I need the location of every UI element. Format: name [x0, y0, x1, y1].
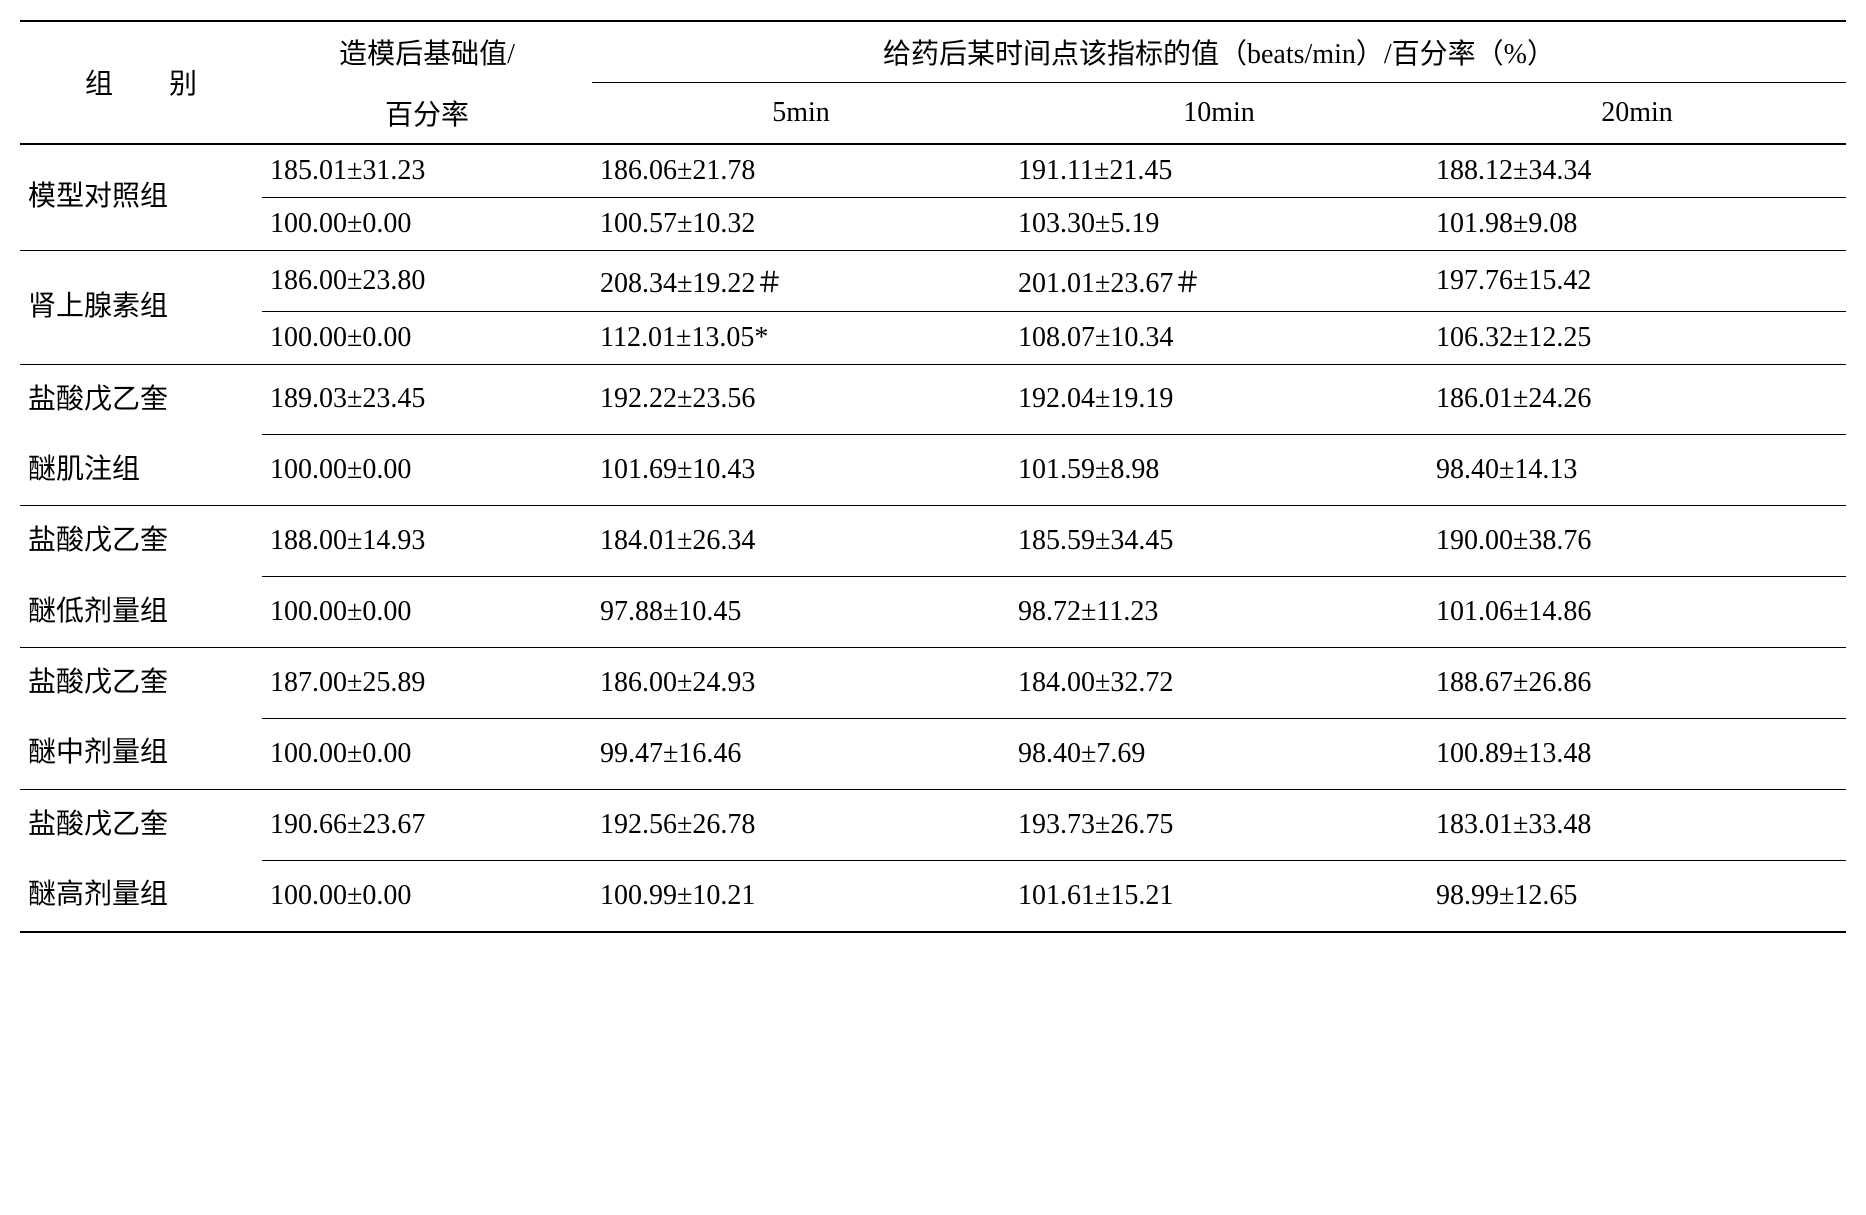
cell: 101.06±14.86: [1428, 577, 1846, 648]
group-label-line1: 盐酸戊乙奎: [20, 506, 262, 577]
cell: 190.00±38.76: [1428, 506, 1846, 577]
header-baseline-line1: 造模后基础值/: [262, 21, 592, 83]
cell: 192.22±23.56: [592, 364, 1010, 435]
cell: 185.01±31.23: [262, 144, 592, 198]
cell: 192.56±26.78: [592, 789, 1010, 860]
cell: 98.72±11.23: [1010, 577, 1428, 648]
group-label-line2: 醚高剂量组: [20, 860, 262, 931]
cell: 183.01±33.48: [1428, 789, 1846, 860]
cell: 98.99±12.65: [1428, 860, 1846, 931]
group-label-line2: 醚低剂量组: [20, 577, 262, 648]
header-5min: 5min: [592, 83, 1010, 144]
cell: 185.59±34.45: [1010, 506, 1428, 577]
group-label-line1: 盐酸戊乙奎: [20, 648, 262, 719]
cell: 100.00±0.00: [262, 197, 592, 250]
cell: 188.00±14.93: [262, 506, 592, 577]
group-label-line2: 醚肌注组: [20, 435, 262, 506]
cell: 103.30±5.19: [1010, 197, 1428, 250]
cell: 101.98±9.08: [1428, 197, 1846, 250]
cell: 97.88±10.45: [592, 577, 1010, 648]
cell: 100.00±0.00: [262, 311, 592, 364]
cell: 100.00±0.00: [262, 577, 592, 648]
cell: 188.12±34.34: [1428, 144, 1846, 198]
cell: 187.00±25.89: [262, 648, 592, 719]
cell: 184.01±26.34: [592, 506, 1010, 577]
group-label-line1: 盐酸戊乙奎: [20, 789, 262, 860]
cell: 100.00±0.00: [262, 435, 592, 506]
cell: 99.47±16.46: [592, 718, 1010, 789]
cell: 186.00±24.93: [592, 648, 1010, 719]
cell: 197.76±15.42: [1428, 250, 1846, 311]
cell: 192.04±19.19: [1010, 364, 1428, 435]
cell: 106.32±12.25: [1428, 311, 1846, 364]
cell: 101.61±15.21: [1010, 860, 1428, 931]
header-timepoints: 给药后某时间点该指标的值（beats/min）/百分率（%）: [592, 21, 1846, 83]
header-20min: 20min: [1428, 83, 1846, 144]
cell: 189.03±23.45: [262, 364, 592, 435]
cell: 100.99±10.21: [592, 860, 1010, 931]
cell: 108.07±10.34: [1010, 311, 1428, 364]
cell: 188.67±26.86: [1428, 648, 1846, 719]
cell: 201.01±23.67＃: [1010, 250, 1428, 311]
group-label: 肾上腺素组: [20, 250, 262, 364]
header-10min: 10min: [1010, 83, 1428, 144]
group-label: 模型对照组: [20, 144, 262, 251]
cell: 98.40±14.13: [1428, 435, 1846, 506]
group-label-line2: 醚中剂量组: [20, 718, 262, 789]
header-baseline-line2: 百分率: [262, 83, 592, 144]
cell: 100.89±13.48: [1428, 718, 1846, 789]
cell: 208.34±19.22＃: [592, 250, 1010, 311]
cell: 101.69±10.43: [592, 435, 1010, 506]
cell: 186.00±23.80: [262, 250, 592, 311]
cell: 191.11±21.45: [1010, 144, 1428, 198]
cell: 186.06±21.78: [592, 144, 1010, 198]
cell: 100.00±0.00: [262, 860, 592, 931]
cell: 184.00±32.72: [1010, 648, 1428, 719]
cell: 190.66±23.67: [262, 789, 592, 860]
group-label-line1: 盐酸戊乙奎: [20, 364, 262, 435]
cell: 98.40±7.69: [1010, 718, 1428, 789]
cell: 186.01±24.26: [1428, 364, 1846, 435]
cell: 100.00±0.00: [262, 718, 592, 789]
cell: 101.59±8.98: [1010, 435, 1428, 506]
data-table: 组 别 造模后基础值/ 给药后某时间点该指标的值（beats/min）/百分率（…: [20, 20, 1846, 933]
cell: 112.01±13.05*: [592, 311, 1010, 364]
header-group: 组 别: [20, 21, 262, 144]
cell: 193.73±26.75: [1010, 789, 1428, 860]
cell: 100.57±10.32: [592, 197, 1010, 250]
